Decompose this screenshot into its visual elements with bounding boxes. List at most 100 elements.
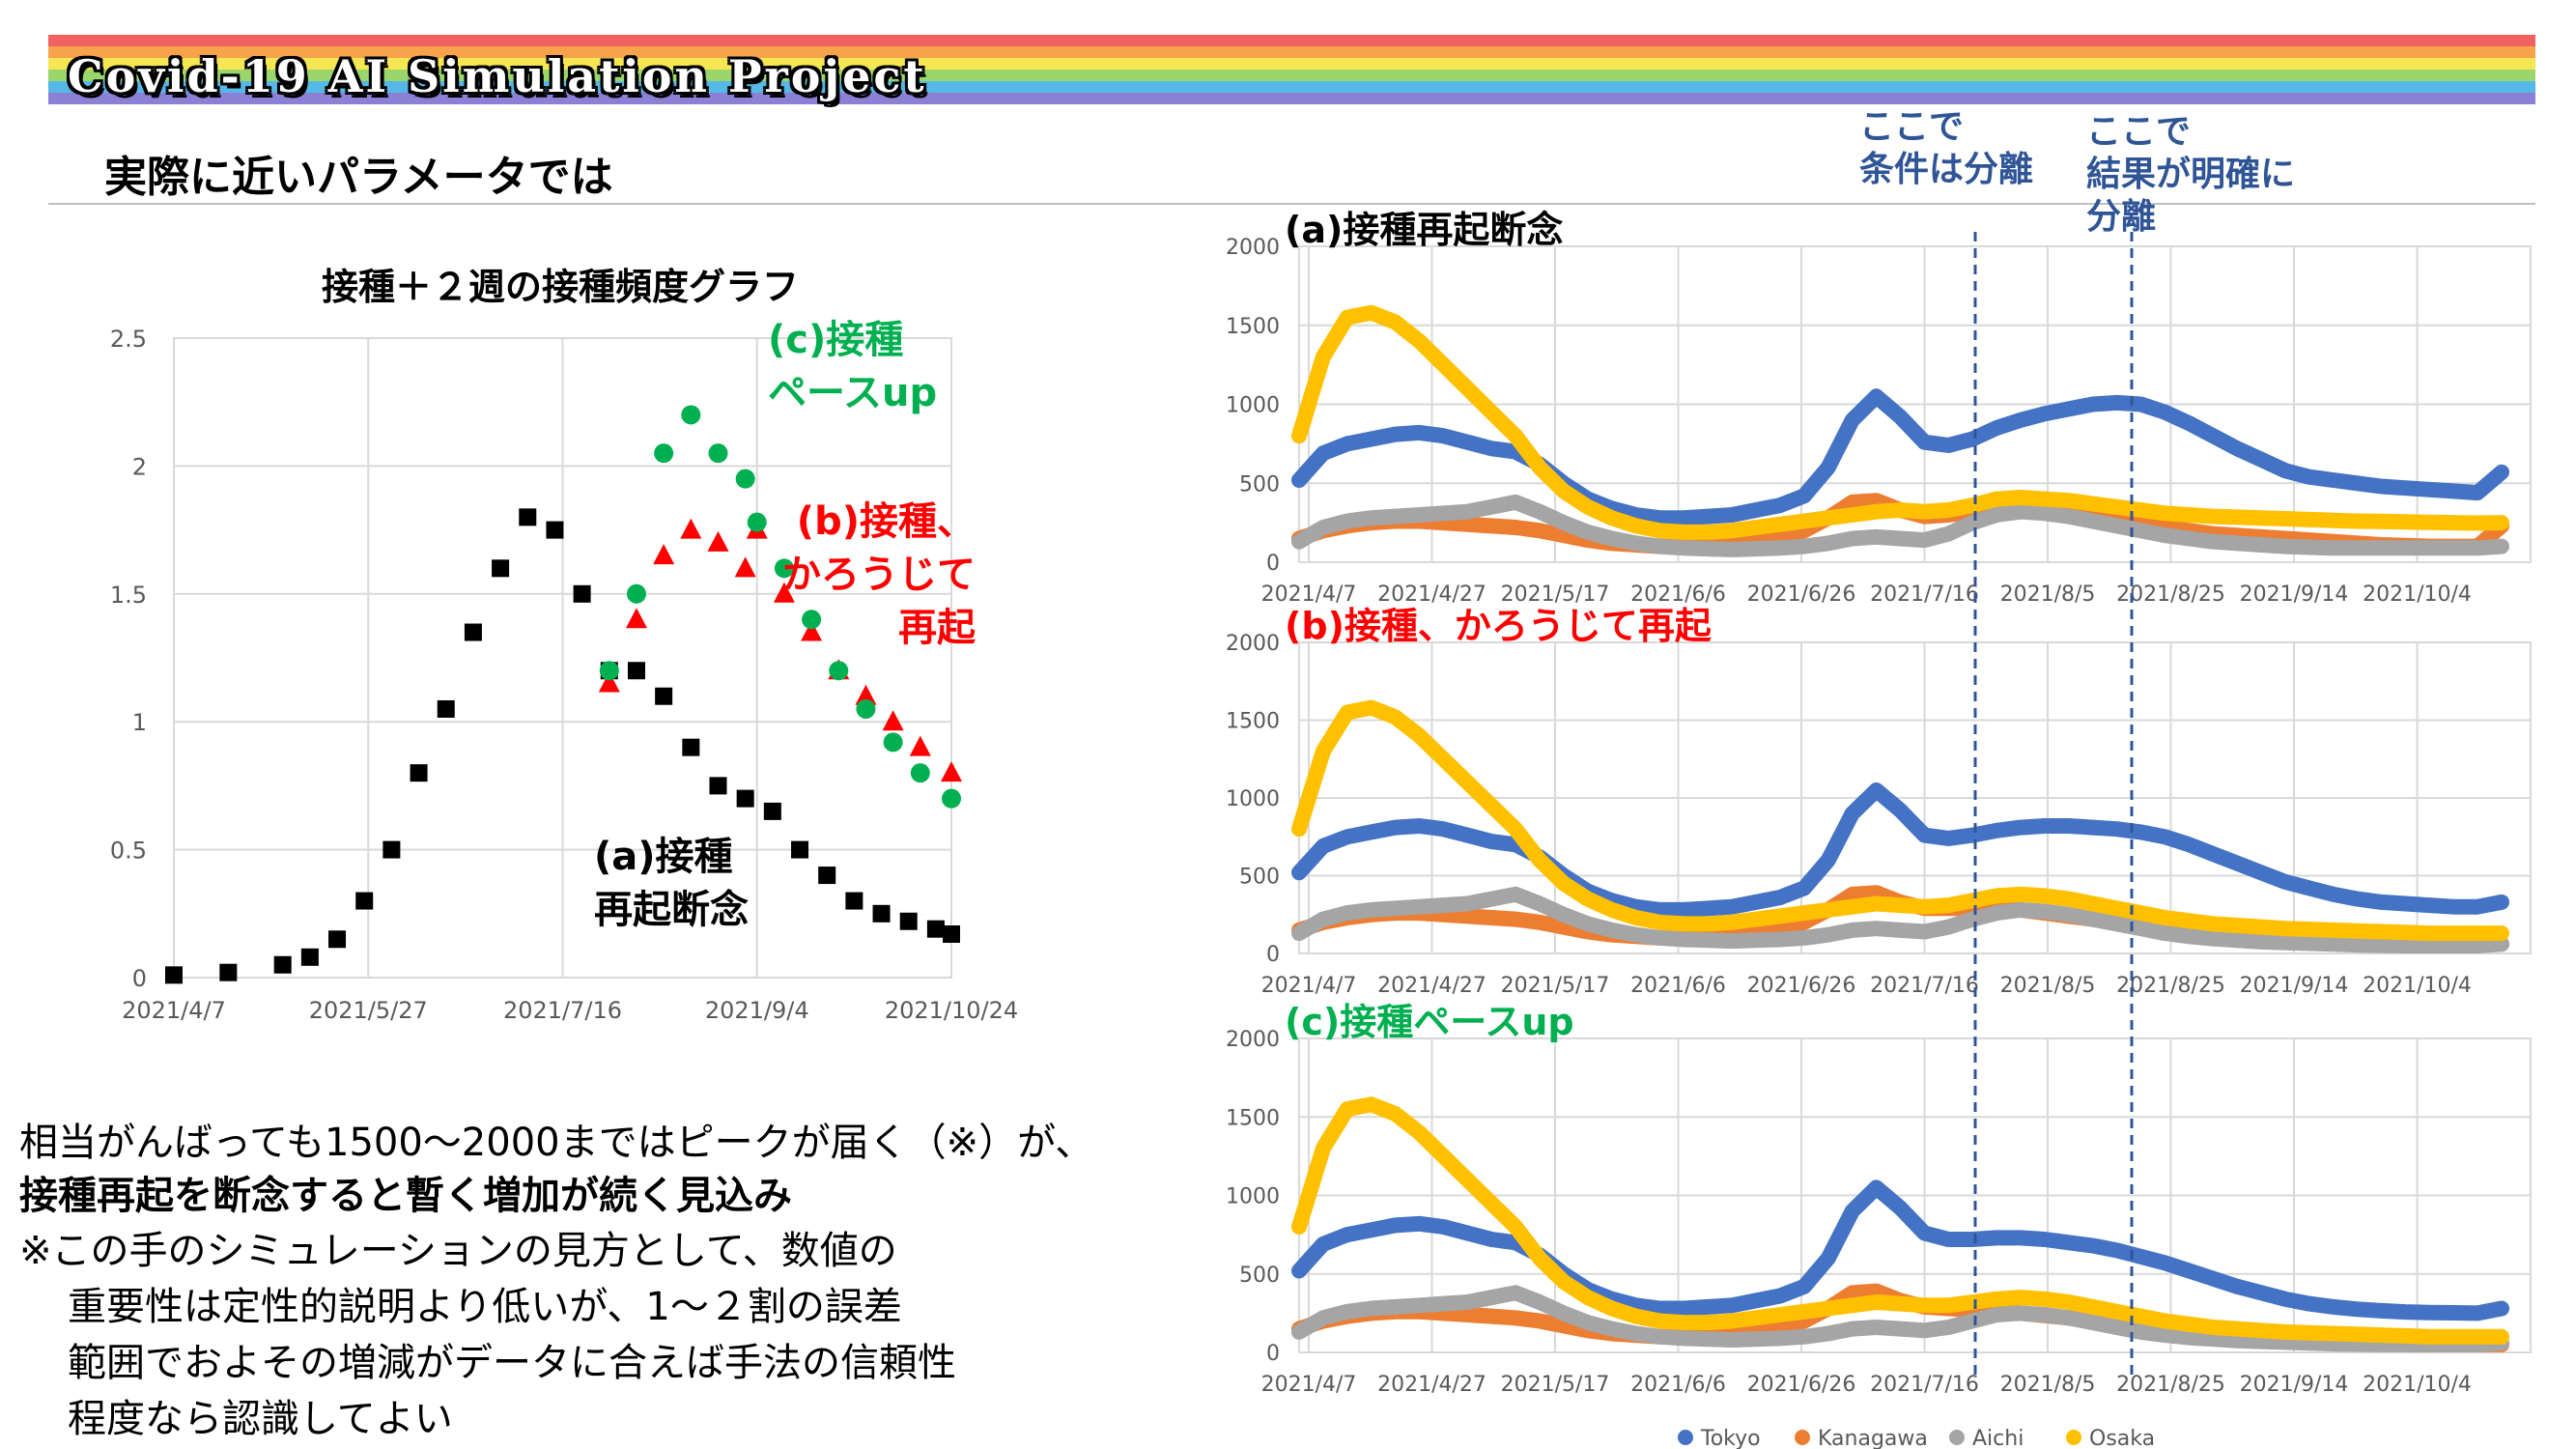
data-point-circle xyxy=(599,661,619,681)
y-tick-label: 500 xyxy=(1239,866,1280,890)
data-point-triangle xyxy=(801,620,823,641)
y-tick-label: 1500 xyxy=(1226,710,1280,734)
data-point-square xyxy=(437,699,455,718)
series-labels: (a)接種再起断念 (b)接種、かろうじて再起 (c)接種ペースup xyxy=(594,318,977,932)
y-tick-label: 1500 xyxy=(1226,1106,1280,1130)
y-tick-label: 2000 xyxy=(1226,632,1280,656)
data-point-circle xyxy=(626,583,646,604)
data-point-circle xyxy=(774,558,794,579)
note-result-split: ここで 結果が明確に 分離 xyxy=(2086,111,2295,239)
data-point-circle xyxy=(747,512,767,532)
data-point-triangle xyxy=(598,671,620,693)
x-tick-label: 2021/8/25 xyxy=(2116,974,2225,998)
data-point-triangle xyxy=(653,544,675,565)
note-condition-split: ここで 条件は分離 xyxy=(1859,106,2033,191)
data-point-square xyxy=(219,963,238,981)
x-tick-label: 2021/9/14 xyxy=(2240,582,2349,607)
legend-marker xyxy=(1678,1430,1693,1445)
y-tick-label: 1.5 xyxy=(110,582,147,609)
series-line xyxy=(1291,304,2509,540)
x-tick-label: 2021/7/16 xyxy=(1870,582,1979,607)
series-line xyxy=(1291,494,2509,557)
data-point-square xyxy=(791,840,809,859)
data-point-triangle xyxy=(855,684,877,705)
x-tick-label: 2021/7/16 xyxy=(503,997,622,1024)
y-tick-label: 2000 xyxy=(1226,1028,1280,1052)
chart-title: (b)接種、かろうじて再起 xyxy=(1285,605,1713,647)
data-point-square xyxy=(682,738,700,756)
data-point-triangle xyxy=(625,608,647,629)
data-point-square xyxy=(845,892,863,910)
data-point-square xyxy=(382,840,401,859)
data-point-circle xyxy=(654,443,674,464)
data-point-square xyxy=(492,559,510,578)
series-label: (a)接種 xyxy=(594,835,733,879)
data-point-circle xyxy=(708,443,728,464)
rainbow-band xyxy=(48,70,2535,81)
data-point-square xyxy=(300,948,319,966)
series-label: 再起断念 xyxy=(594,888,749,932)
series-line xyxy=(1291,886,2509,953)
rainbow-band xyxy=(48,81,2535,93)
x-tick-label: 2021/5/17 xyxy=(1501,582,1610,607)
x-tick-label: 2021/9/14 xyxy=(2240,1373,2349,1397)
data-point-square xyxy=(926,920,945,938)
data-point-square xyxy=(627,662,645,680)
x-tick-label: 2021/5/27 xyxy=(309,997,428,1024)
body-line-6: 程度なら認識してよい xyxy=(68,1397,453,1441)
data-point-triangle xyxy=(773,582,795,603)
x-tick-label: 2021/7/16 xyxy=(1870,974,1979,998)
data-point-triangle xyxy=(680,518,702,539)
data-point-square xyxy=(943,924,960,943)
chart-ticks: 0 0.5 1 1.5 2 2.5 2021/4/7 2021/5/27 2021/7/16 20… xyxy=(110,326,1018,1024)
data-point-square xyxy=(736,789,754,808)
data-point-square xyxy=(355,892,374,910)
x-tick-label: 2021/6/26 xyxy=(1747,1373,1856,1397)
y-tick-label: 0.5 xyxy=(110,838,147,865)
data-point-square xyxy=(546,521,564,539)
chart-grid xyxy=(173,337,952,979)
x-tick-label: 2021/10/4 xyxy=(2363,974,2472,998)
x-tick-label: 2021/10/24 xyxy=(885,997,1018,1024)
chart-panel: 0 500 1000 1500 2000 2021/4/7 2021/4/27 2021/5/… xyxy=(1226,605,2532,998)
series-line xyxy=(1291,699,2509,942)
legend-marker xyxy=(2066,1430,2081,1445)
data-point-triangle xyxy=(909,735,931,756)
y-tick-label: 2000 xyxy=(1226,236,1280,260)
legend-label: Aichi xyxy=(1972,1427,2024,1449)
x-tick-label: 2021/8/25 xyxy=(2116,582,2225,607)
data-point-square xyxy=(818,867,836,885)
legend-label: Kanagawa xyxy=(1818,1427,1928,1449)
y-tick-label: 0 xyxy=(1266,943,1280,967)
x-tick-label: 2021/4/27 xyxy=(1377,1373,1486,1397)
data-point-square xyxy=(872,904,891,923)
note-line: 分離 xyxy=(2086,197,2157,237)
chart-legend: Tokyo Kanagawa Aichi Osaka xyxy=(1678,1427,2155,1449)
x-tick-label: 2021/9/4 xyxy=(705,997,809,1024)
y-tick-label: 0 xyxy=(1266,1342,1280,1366)
y-tick-label: 1 xyxy=(132,709,147,736)
chart-title: 接種＋２週の接種頻度グラフ xyxy=(322,266,799,308)
note-line: ここで xyxy=(1859,107,1965,147)
note-line: 結果が明確に xyxy=(2086,155,2296,194)
data-point-square xyxy=(410,764,428,782)
vaccination-frequency-chart: 接種＋２週の接種頻度グラフ 0 0.5 1 1.5 2 2.5 2021/4/7 2021/5… xyxy=(110,266,1018,1024)
body-line-1: 相当がんばっても1500〜2000まではピークが届く（※）が、 xyxy=(19,1121,1094,1165)
note-line: ここで xyxy=(2086,112,2192,152)
x-tick-label: 2021/6/6 xyxy=(1630,974,1726,998)
data-point-square xyxy=(763,802,781,820)
data-point-square xyxy=(899,912,918,930)
series-label: (c)接種 xyxy=(768,318,903,362)
y-tick-label: 1500 xyxy=(1226,315,1280,339)
series-label: かろうじて xyxy=(782,553,976,597)
data-point-triangle xyxy=(707,530,729,552)
x-tick-label: 2021/4/7 xyxy=(1261,974,1357,998)
rainbow-banner xyxy=(48,35,2535,116)
legend-label: Osaka xyxy=(2089,1427,2155,1449)
data-point-square xyxy=(573,584,591,603)
x-tick-label: 2021/6/6 xyxy=(1630,582,1726,607)
data-point-circle xyxy=(735,469,755,489)
rainbow-band xyxy=(48,35,2535,46)
x-tick-label: 2021/7/16 xyxy=(1870,1373,1979,1397)
